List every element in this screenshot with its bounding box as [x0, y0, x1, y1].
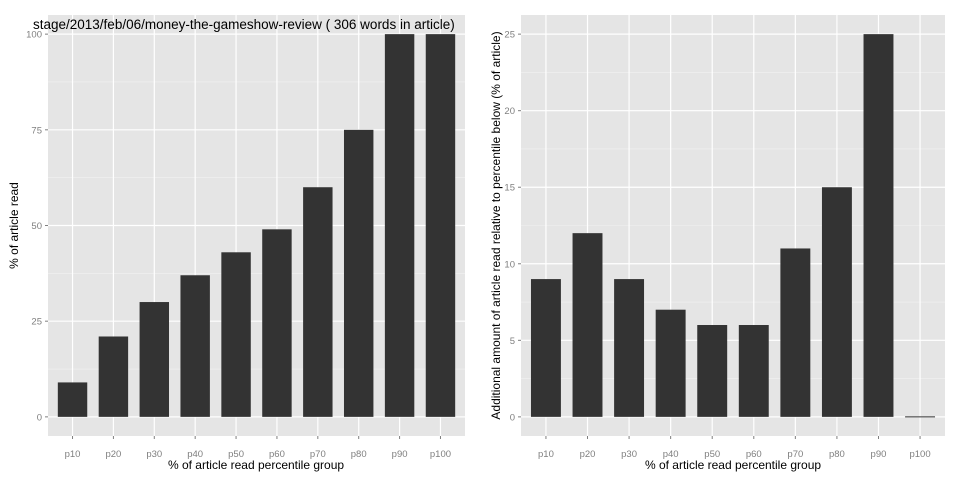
bar-p90: [384, 34, 415, 417]
y-tick-label: 5: [510, 336, 515, 347]
x-tick-label: p50: [228, 449, 244, 460]
bar-p20: [572, 233, 603, 417]
bar-p60: [738, 325, 769, 417]
x-tick-label: p80: [351, 449, 367, 460]
bar-p80: [821, 187, 852, 417]
x-tick-label: p60: [269, 449, 285, 460]
x-tick-label: p80: [829, 449, 845, 460]
x-tick-label: p100: [909, 449, 930, 460]
bar-p20: [98, 336, 129, 417]
y-tick-label: 50: [31, 221, 42, 232]
x-tick-label: p10: [538, 449, 554, 460]
y-tick-label: 10: [504, 259, 515, 270]
bar-p50: [697, 325, 728, 417]
y-tick-label: 0: [37, 412, 42, 423]
x-tick-label: p70: [787, 449, 803, 460]
y-tick-label: 25: [504, 30, 515, 41]
x-tick-label: p60: [746, 449, 762, 460]
x-axis-title: % of article read percentile group: [645, 458, 821, 472]
x-axis-title: % of article read percentile group: [168, 458, 344, 472]
x-tick-label: p90: [871, 449, 887, 460]
x-tick-label: p30: [621, 449, 637, 460]
x-tick-label: p20: [580, 449, 596, 460]
y-tick-label: 15: [504, 183, 515, 194]
left-chart: 0 25 50 75 100 p10 p20 p30 p40 p50 p60 p70 p80 p90 p10…: [7, 15, 465, 472]
bar-p40: [655, 309, 686, 417]
y-axis-title: % of article read: [7, 182, 21, 269]
bar-p10: [530, 279, 561, 417]
y-tick-label: 100: [26, 30, 42, 41]
y-tick-label: 25: [31, 317, 42, 328]
bar-p60: [262, 229, 292, 417]
x-tick-label: p30: [146, 449, 162, 460]
y-axis-title: Additional amount of article read relati…: [489, 31, 503, 419]
bar-p10: [57, 382, 88, 417]
bar-p30: [614, 279, 645, 417]
x-tick-label: p20: [105, 449, 121, 460]
bar-p70: [780, 248, 811, 417]
bar-p90: [863, 34, 894, 417]
bar-p30: [139, 302, 170, 417]
x-tick-label: p100: [430, 449, 451, 460]
bar-p50: [221, 252, 251, 417]
chart-title: stage/2013/feb/06/money-the-gameshow-rev…: [33, 17, 455, 32]
x-tick-label: p40: [663, 449, 679, 460]
x-tick-label: p10: [65, 449, 81, 460]
bar-p100: [905, 416, 936, 418]
bar-p80: [343, 129, 374, 417]
x-tick-label: p70: [310, 449, 326, 460]
x-tick-label: p40: [187, 449, 203, 460]
right-chart: 0 5 10 15 20 25 p10 p20 p30 p40 p50 p60 p70 p80 p90 p10…: [489, 15, 945, 472]
bar-p40: [180, 275, 210, 417]
y-tick-label: 20: [504, 106, 515, 117]
y-tick-label: 75: [31, 125, 42, 136]
bar-p70: [303, 187, 333, 417]
y-tick-label: 0: [510, 412, 515, 423]
x-tick-label: p50: [704, 449, 720, 460]
bar-p100: [425, 34, 456, 417]
x-tick-label: p90: [392, 449, 408, 460]
